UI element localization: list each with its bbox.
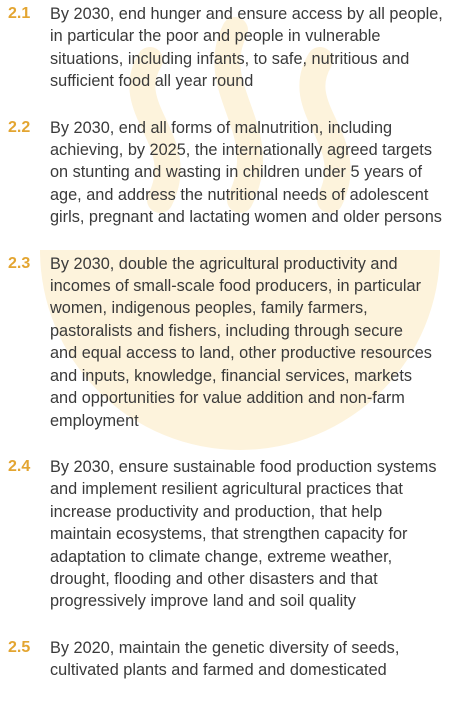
target-text: By 2020, maintain the genetic diversity … <box>50 638 400 657</box>
target-text: women, indigenous peoples, family farmer… <box>50 299 368 318</box>
target-text: adaptation to climate change, extreme we… <box>50 547 393 566</box>
target: 2.4 By 2030, ensure sustainable food prod… <box>0 456 475 613</box>
target-number: 2.5 <box>8 638 31 656</box>
target-text: situations, including infants, to safe, … <box>50 49 410 68</box>
target-list: 2.1 By 2030, end hunger and ensure access… <box>0 3 475 706</box>
target-number: 2.1 <box>8 5 31 22</box>
target-text: girls, pregnant and lactating women and … <box>50 208 442 227</box>
target-text: employment <box>50 411 139 430</box>
target-number: 2.3 <box>8 254 31 272</box>
target-text: By 2030, end hunger and ensure access by… <box>50 5 443 23</box>
target-text: and opportunities for value addition and… <box>50 389 405 408</box>
target: 2.2 By 2030, end all forms of malnutritio… <box>0 117 475 229</box>
target-text: maintain ecosystems, that strengthen cap… <box>50 525 408 544</box>
target-text: progressively improve land and soil qual… <box>50 592 356 611</box>
target-text: achieving, by 2025, the internationally … <box>50 141 432 160</box>
target-number: 2.2 <box>8 118 31 136</box>
target-text: increase productivity and production, th… <box>50 502 383 521</box>
target-text: drought, flooding and other disasters an… <box>50 569 378 588</box>
target-number: 2.4 <box>8 457 31 475</box>
target-text: incomes of small-scale food producers, i… <box>50 277 422 296</box>
target-text: pastoralists and fishers, including thro… <box>50 321 403 340</box>
target: 2.3 By 2030, double the agricultural prod… <box>0 253 475 432</box>
target-text: and equal access to land, other producti… <box>50 344 432 363</box>
target-text: age, and address the nutritional needs o… <box>50 185 429 204</box>
target-text: cultivated plants and farmed and domesti… <box>50 661 387 680</box>
target-text: sufficient food all year round <box>50 72 254 91</box>
target-text: and implement resilient agricultural pra… <box>50 480 403 499</box>
target-text: By 2030, end all forms of malnutrition, … <box>50 118 393 137</box>
target-text: in particular the poor and people in vul… <box>50 27 381 46</box>
target: 2.5 By 2020, maintain the genetic diversi… <box>0 637 475 682</box>
target-text: By 2030, double the agricultural product… <box>50 254 398 273</box>
target-text: By 2030, ensure sustainable food product… <box>50 457 437 476</box>
target: 2.1 By 2030, end hunger and ensure access… <box>0 3 475 93</box>
target-text: on stunting and wasting in children unde… <box>50 163 422 182</box>
target-text: and inputs, knowledge, financial service… <box>50 366 412 385</box>
